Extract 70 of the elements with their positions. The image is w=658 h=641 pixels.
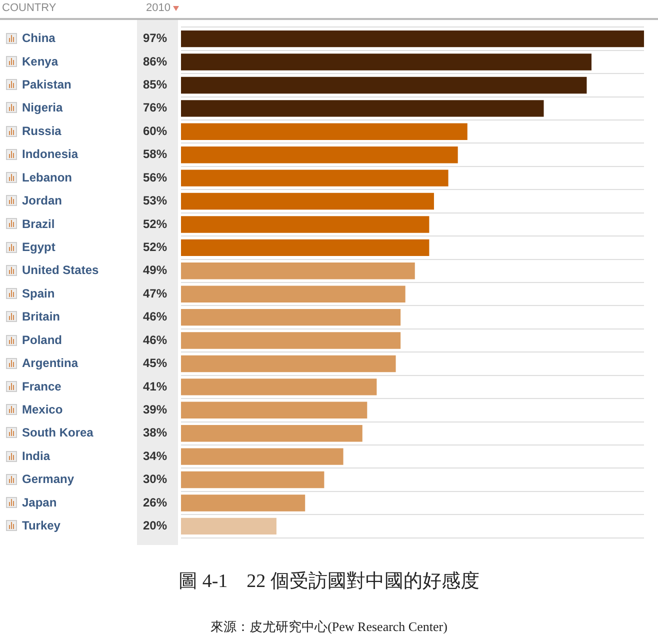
y-tick-label: France bbox=[22, 379, 62, 394]
y-tick-label: Lebanon bbox=[22, 170, 72, 184]
text: 圖 4-1 22 個受訪國對中國的好感度 bbox=[178, 570, 480, 594]
bar bbox=[181, 471, 324, 488]
data-label: 46% bbox=[142, 310, 168, 324]
y-tick-label: Mexico bbox=[22, 402, 63, 416]
data-label: 85% bbox=[142, 78, 168, 92]
data-label: 46% bbox=[142, 332, 168, 347]
data-label: 39% bbox=[142, 402, 168, 416]
bar bbox=[181, 192, 434, 210]
data-label: 34% bbox=[142, 448, 168, 463]
y-axis-title: COUNTRY bbox=[2, 2, 56, 14]
data-label: 26% bbox=[142, 495, 168, 510]
y-tick-label: Indonesia bbox=[22, 147, 78, 162]
y-tick-label: Kenya bbox=[22, 54, 58, 68]
data-label: 58% bbox=[142, 147, 168, 162]
bar bbox=[181, 448, 344, 465]
bar bbox=[181, 308, 401, 326]
y-tick-label: Egypt bbox=[22, 240, 56, 254]
text: 來源：皮尤研究中心(Pew Research Center) bbox=[210, 618, 448, 636]
y-tick-label: Spain bbox=[22, 286, 55, 300]
data-label: 52% bbox=[142, 216, 168, 231]
data-label: 38% bbox=[142, 426, 168, 440]
bar bbox=[181, 54, 592, 70]
y-tick-label: China bbox=[22, 31, 56, 46]
data-label: 45% bbox=[142, 356, 168, 370]
data-label: 52% bbox=[142, 240, 168, 254]
y-tick-label: Nigeria bbox=[22, 100, 64, 115]
bar bbox=[181, 378, 377, 396]
bar bbox=[181, 100, 544, 117]
y-tick-label: Jordan bbox=[22, 194, 62, 208]
y-tick-label: Britain bbox=[22, 310, 60, 324]
data-label: 97% bbox=[142, 31, 168, 46]
y-tick-label: India bbox=[22, 448, 50, 463]
data-label: 60% bbox=[142, 124, 168, 138]
bar bbox=[181, 216, 430, 233]
y-tick-label: Pakistan bbox=[22, 78, 72, 92]
data-label: 20% bbox=[142, 518, 168, 533]
bar bbox=[181, 494, 306, 512]
bar bbox=[181, 239, 430, 256]
bar bbox=[181, 332, 401, 349]
bar bbox=[181, 146, 458, 164]
data-label: 53% bbox=[142, 194, 168, 208]
y-tick-label: Brazil bbox=[22, 216, 55, 231]
bar bbox=[181, 76, 587, 94]
data-label: 47% bbox=[142, 286, 168, 300]
data-label: 30% bbox=[142, 472, 168, 486]
y-tick-label: United States bbox=[22, 263, 100, 278]
y-tick-label: Turkey bbox=[22, 518, 61, 533]
bar bbox=[181, 425, 362, 442]
data-label: 56% bbox=[142, 170, 168, 184]
bar bbox=[181, 170, 448, 186]
bar bbox=[181, 518, 276, 535]
data-label: 86% bbox=[142, 54, 168, 68]
y-tick-label: Japan bbox=[22, 495, 57, 510]
data-label: 41% bbox=[142, 379, 168, 394]
bar bbox=[181, 123, 468, 140]
bar bbox=[181, 402, 368, 419]
data-label: 76% bbox=[142, 100, 168, 115]
x-axis-title: 2010 bbox=[146, 2, 172, 14]
bar bbox=[181, 30, 644, 48]
bar bbox=[181, 286, 406, 302]
bar bbox=[181, 262, 415, 280]
y-tick-label: Argentina bbox=[22, 356, 78, 370]
data-label: 49% bbox=[142, 263, 168, 278]
y-tick-label: Germany bbox=[22, 472, 74, 486]
y-tick-label: Russia bbox=[22, 124, 62, 138]
y-tick-label: South Korea bbox=[22, 426, 94, 440]
y-tick-label: Poland bbox=[22, 332, 62, 347]
bar bbox=[181, 355, 396, 372]
